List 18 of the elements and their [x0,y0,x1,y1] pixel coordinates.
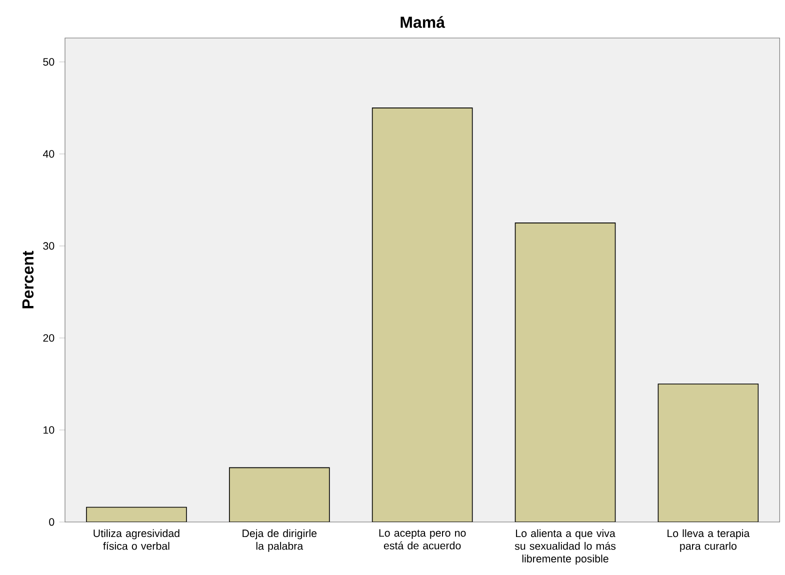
bar [514,222,616,522]
bar [372,108,473,522]
bar [86,506,187,522]
x-tick-label: Deja de dirigirle la palabra [242,529,317,552]
y-tick-label: 50 [43,58,54,66]
bar [658,384,759,522]
y-axis-title: Percent [22,250,34,308]
x-tick-label: Lo acepta pero no está de acuerdo [379,529,466,550]
y-tick-label: 10 [44,426,54,434]
x-tick-label: Lo lleva a terapia para curarlo [668,529,750,552]
x-tick-label: Lo alienta a que viva su sexualidad lo más libremente posible [514,529,616,565]
chart-title: Mamá [400,16,446,28]
y-tick-label: 40 [42,150,54,158]
x-tick-label: Utiliza agresividad física o verbal [94,529,180,550]
y-tick-label: 20 [43,334,54,342]
y-tick-label: 30 [43,242,54,250]
y-tick-label: 0 [49,518,54,526]
bar [229,467,330,522]
